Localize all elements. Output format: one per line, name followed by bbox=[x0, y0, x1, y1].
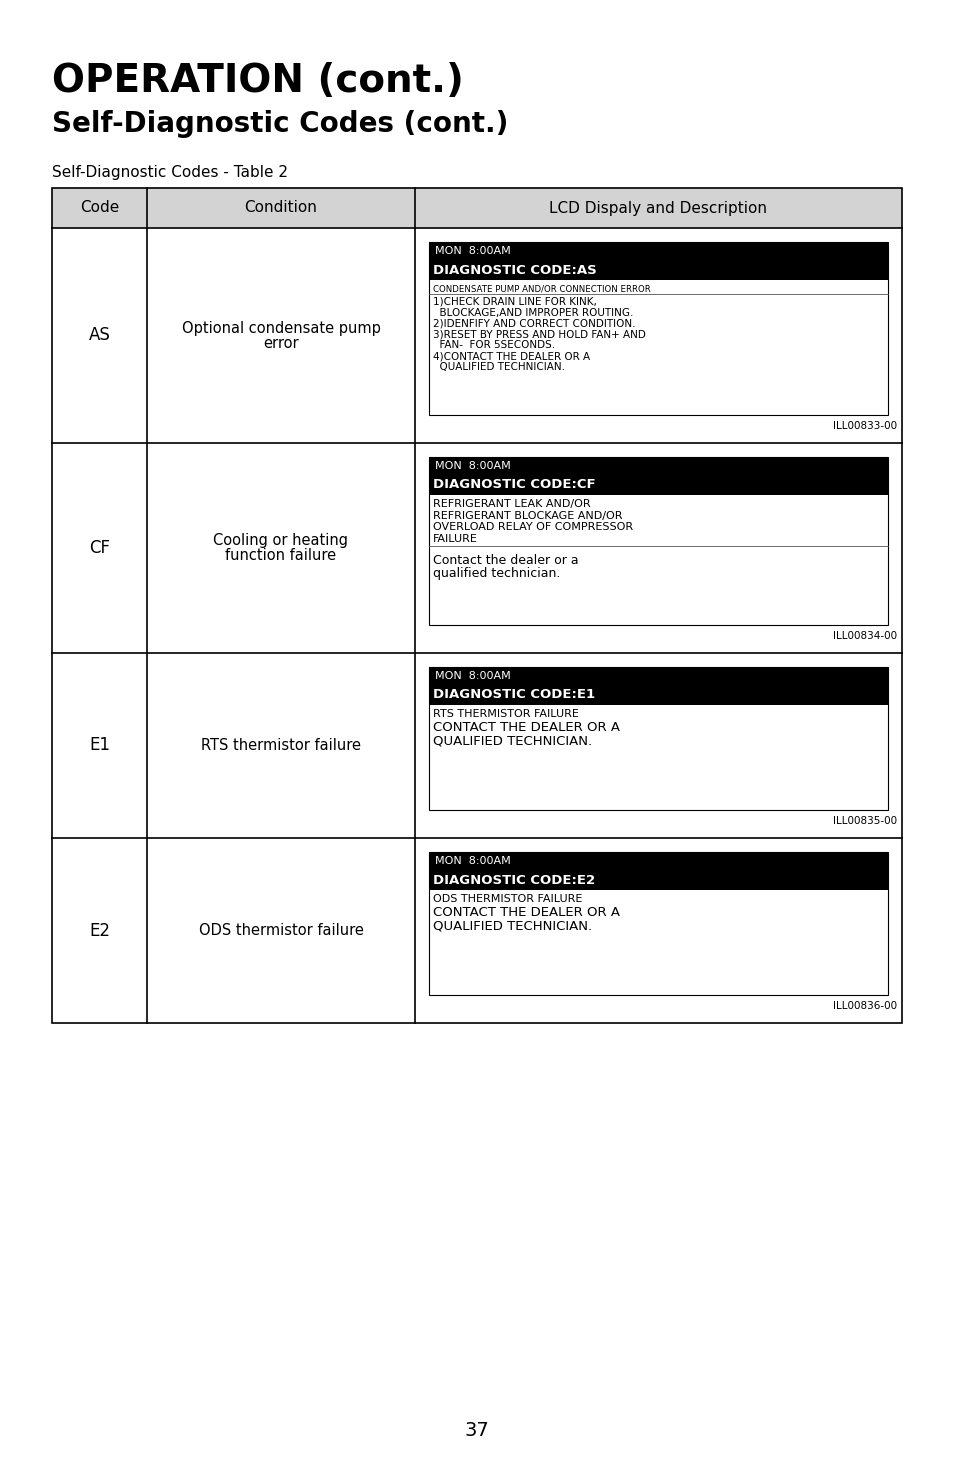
Bar bbox=[429, 496, 887, 625]
Text: FAILURE: FAILURE bbox=[433, 534, 477, 544]
Bar bbox=[429, 684, 887, 705]
Text: 4)CONTACT THE DEALER OR A: 4)CONTACT THE DEALER OR A bbox=[433, 351, 590, 361]
Text: AS: AS bbox=[89, 326, 111, 345]
Text: Self-Diagnostic Codes (cont.): Self-Diagnostic Codes (cont.) bbox=[52, 111, 508, 139]
Bar bbox=[429, 853, 887, 996]
Text: 2)IDENFIFY AND CORRECT CONDITION.: 2)IDENFIFY AND CORRECT CONDITION. bbox=[433, 319, 635, 329]
Text: BLOCKAGE,AND IMPROPER ROUTING.: BLOCKAGE,AND IMPROPER ROUTING. bbox=[433, 308, 633, 319]
Text: DIAGNOSTIC CODE:CF: DIAGNOSTIC CODE:CF bbox=[433, 478, 595, 491]
Text: E2: E2 bbox=[89, 922, 110, 940]
Text: ILL00836-00: ILL00836-00 bbox=[832, 1002, 896, 1010]
Text: error: error bbox=[263, 335, 298, 351]
Text: MON  8:00AM: MON 8:00AM bbox=[435, 671, 510, 681]
Text: Condition: Condition bbox=[244, 201, 317, 215]
Text: 1)CHECK DRAIN LINE FOR KINK,: 1)CHECK DRAIN LINE FOR KINK, bbox=[433, 296, 597, 307]
Text: E1: E1 bbox=[89, 736, 110, 755]
Text: Cooling or heating: Cooling or heating bbox=[213, 532, 348, 549]
Text: LCD Dispaly and Description: LCD Dispaly and Description bbox=[549, 201, 767, 215]
Text: MON  8:00AM: MON 8:00AM bbox=[435, 246, 510, 257]
Text: CF: CF bbox=[89, 538, 110, 558]
Bar bbox=[429, 853, 887, 870]
Bar bbox=[429, 667, 887, 810]
Text: QUALIFIED TECHNICIAN.: QUALIFIED TECHNICIAN. bbox=[433, 363, 564, 372]
Text: FAN-  FOR 5SECONDS.: FAN- FOR 5SECONDS. bbox=[433, 341, 555, 351]
Bar bbox=[52, 187, 901, 229]
Text: ILL00835-00: ILL00835-00 bbox=[832, 816, 896, 826]
Bar bbox=[52, 187, 901, 1024]
Bar bbox=[429, 667, 887, 684]
Bar bbox=[429, 705, 887, 810]
Text: function failure: function failure bbox=[225, 549, 336, 563]
Bar bbox=[429, 457, 887, 625]
Bar bbox=[429, 242, 887, 260]
Text: DIAGNOSTIC CODE:E1: DIAGNOSTIC CODE:E1 bbox=[433, 689, 595, 702]
Text: DIAGNOSTIC CODE:AS: DIAGNOSTIC CODE:AS bbox=[433, 264, 597, 276]
Text: ILL00833-00: ILL00833-00 bbox=[832, 420, 896, 431]
Text: 37: 37 bbox=[464, 1420, 489, 1440]
Text: QUALIFIED TECHNICIAN.: QUALIFIED TECHNICIAN. bbox=[433, 919, 592, 932]
Text: CONTACT THE DEALER OR A: CONTACT THE DEALER OR A bbox=[433, 906, 619, 919]
Text: ODS THERMISTOR FAILURE: ODS THERMISTOR FAILURE bbox=[433, 894, 581, 904]
Text: CONTACT THE DEALER OR A: CONTACT THE DEALER OR A bbox=[433, 721, 619, 733]
Text: CONDENSATE PUMP AND/OR CONNECTION ERROR: CONDENSATE PUMP AND/OR CONNECTION ERROR bbox=[433, 285, 650, 294]
Bar bbox=[429, 870, 887, 889]
Bar bbox=[429, 457, 887, 475]
Text: MON  8:00AM: MON 8:00AM bbox=[435, 855, 510, 866]
Text: Self-Diagnostic Codes - Table 2: Self-Diagnostic Codes - Table 2 bbox=[52, 165, 288, 180]
Text: MON  8:00AM: MON 8:00AM bbox=[435, 462, 510, 471]
Text: QUALIFIED TECHNICIAN.: QUALIFIED TECHNICIAN. bbox=[433, 735, 592, 748]
Text: RTS thermistor failure: RTS thermistor failure bbox=[201, 738, 360, 754]
Text: qualified technician.: qualified technician. bbox=[433, 568, 559, 581]
Text: OPERATION (cont.): OPERATION (cont.) bbox=[52, 62, 463, 100]
Bar bbox=[429, 475, 887, 496]
Bar bbox=[429, 280, 887, 414]
Text: REFRIGERANT BLOCKAGE AND/OR: REFRIGERANT BLOCKAGE AND/OR bbox=[433, 510, 622, 521]
Text: ODS thermistor failure: ODS thermistor failure bbox=[198, 923, 363, 938]
Text: Optional condensate pump: Optional condensate pump bbox=[181, 320, 380, 335]
Text: Code: Code bbox=[80, 201, 119, 215]
Text: 3)RESET BY PRESS AND HOLD FAN+ AND: 3)RESET BY PRESS AND HOLD FAN+ AND bbox=[433, 329, 645, 339]
Text: REFRIGERANT LEAK AND/OR: REFRIGERANT LEAK AND/OR bbox=[433, 499, 590, 509]
Text: ILL00834-00: ILL00834-00 bbox=[832, 631, 896, 642]
Text: DIAGNOSTIC CODE:E2: DIAGNOSTIC CODE:E2 bbox=[433, 873, 595, 886]
Text: Contact the dealer or a: Contact the dealer or a bbox=[433, 555, 578, 568]
Text: OVERLOAD RELAY OF COMPRESSOR: OVERLOAD RELAY OF COMPRESSOR bbox=[433, 522, 633, 532]
Bar bbox=[429, 260, 887, 280]
Bar bbox=[429, 889, 887, 996]
Text: RTS THERMISTOR FAILURE: RTS THERMISTOR FAILURE bbox=[433, 709, 578, 718]
Bar bbox=[429, 242, 887, 414]
